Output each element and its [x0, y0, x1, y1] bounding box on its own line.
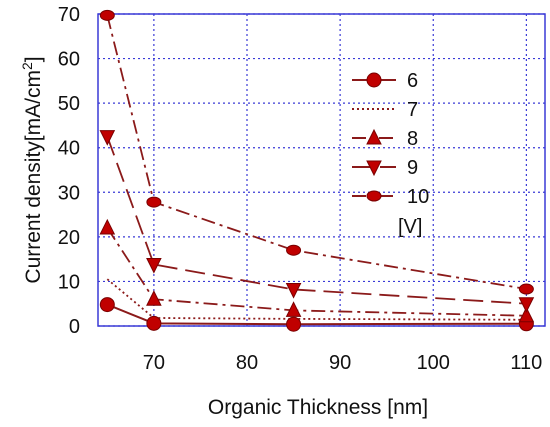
x-tick-label: 90 [329, 352, 351, 374]
y-tick-label: 40 [58, 138, 80, 160]
plot-frame [97, 13, 546, 327]
legend: 6 7 8 9 10 [V] [352, 70, 429, 238]
marker-8 [146, 290, 162, 306]
marker-9 [99, 130, 116, 146]
marker-9 [146, 257, 162, 274]
x-tick-label: 100 [417, 352, 450, 374]
y-tick-label: 70 [58, 4, 80, 26]
y-axis-title-sup: 2 [19, 62, 35, 70]
y-axis-title-close: ] [22, 56, 45, 62]
y-tick-label: 30 [58, 182, 80, 204]
y-tick-label: 0 [69, 316, 80, 338]
y-axis-title-main: Current density[mA/cm [22, 70, 45, 284]
marker-9 [518, 297, 535, 313]
series-line-9 [106, 136, 527, 305]
series-line-7 [106, 278, 527, 321]
y-axis-title: Current density[mA/cm2] [19, 56, 45, 283]
marker-8 [285, 301, 302, 317]
marker-10 [99, 9, 115, 21]
marker-10 [518, 283, 534, 295]
legend-label: 6 [407, 70, 418, 92]
x-tick-label: 70 [143, 352, 165, 374]
marker-10 [286, 244, 302, 256]
series-line-10 [106, 15, 527, 290]
marker-6 [99, 297, 115, 313]
legend-marker-10 [366, 190, 382, 202]
marker-8 [518, 306, 535, 323]
grid [98, 13, 545, 327]
markers [99, 9, 535, 332]
legend-marker-8 [366, 128, 382, 145]
series-line-6 [106, 303, 527, 326]
legend-label: 10 [407, 186, 429, 208]
legend-label: 9 [407, 157, 418, 179]
marker-10 [146, 196, 162, 208]
y-tick-labels: 0 10 20 30 40 50 60 70 [58, 4, 80, 338]
marker-6 [146, 315, 162, 331]
series-lines [106, 15, 527, 326]
x-axis-title: Organic Thickness [nm] [208, 396, 428, 419]
series-line-8 [106, 227, 527, 317]
marker-6 [286, 316, 302, 332]
x-tick-label: 110 [510, 352, 542, 374]
x-tick-labels: 70 80 90 100 110 [143, 352, 543, 374]
marker-8 [99, 218, 116, 235]
legend-marker-9 [366, 160, 382, 177]
y-tick-label: 20 [58, 227, 80, 249]
legend-marker-6 [366, 72, 382, 88]
y-tick-label: 60 [58, 49, 80, 71]
legend-unit: [V] [398, 216, 422, 238]
legend-label: 7 [407, 99, 418, 121]
x-tick-label: 80 [236, 352, 258, 374]
y-tick-label: 10 [58, 271, 80, 293]
y-tick-label: 50 [58, 93, 80, 115]
marker-9 [285, 282, 302, 299]
legend-label: 8 [407, 128, 418, 150]
